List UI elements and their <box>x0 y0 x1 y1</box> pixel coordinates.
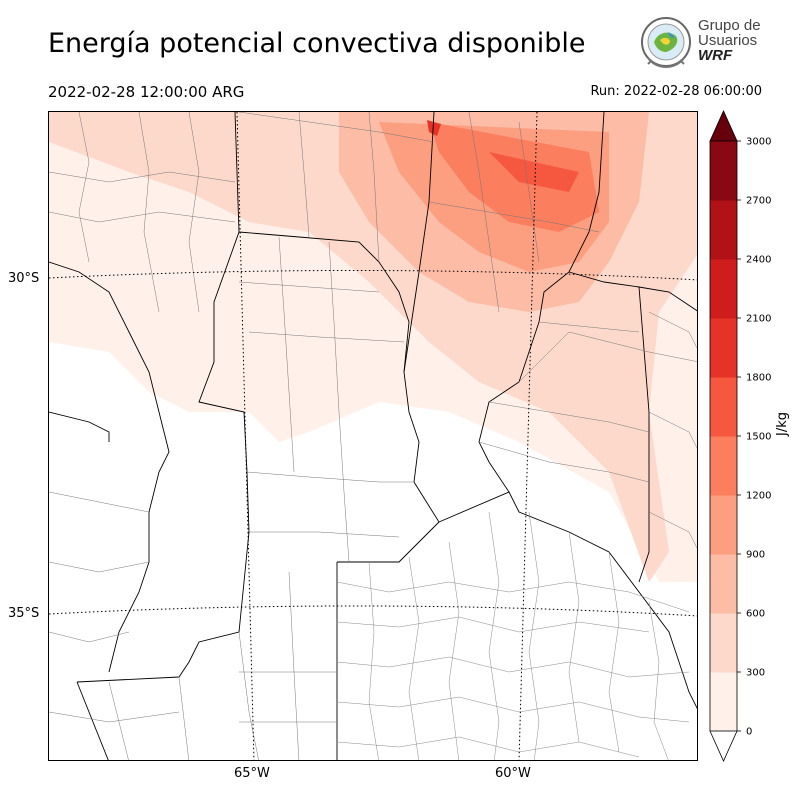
lat-label-30s: 30°S <box>8 271 40 286</box>
logo-line3: WRF <box>698 47 733 64</box>
logo-line1: Grupo de <box>698 17 761 34</box>
globe-icon <box>641 17 691 68</box>
graticule <box>49 112 697 760</box>
wrf-logo: Grupo de Usuarios WRF <box>638 14 768 76</box>
lon-label-65w: 65°W <box>234 766 270 781</box>
cape-shading <box>49 112 697 582</box>
colorbar-segment-0 <box>710 672 737 732</box>
cape-level-1800-2100 <box>427 120 441 136</box>
cape-level-1500-1800 <box>489 152 579 192</box>
colorbar-tick-label-2400: 2400 <box>746 255 771 266</box>
colorbar-svg: 0 300 600 900 1200 1500 1800 2100 2400 2700 3000 <box>709 110 771 762</box>
department-boundaries <box>49 112 697 760</box>
colorbar-tick-label-2100: 2100 <box>746 314 771 325</box>
colorbar-tick-label-1500: 1500 <box>746 432 771 443</box>
buenos-aires-partidos <box>336 511 690 760</box>
colorbar-segment-4 <box>710 436 737 496</box>
colorbar-tick-label-600: 600 <box>746 609 765 620</box>
colorbar-tick-label-1200: 1200 <box>746 491 771 502</box>
colorbar-tick-label-3000: 3000 <box>746 137 771 148</box>
map-canvas <box>49 112 697 760</box>
colorbar-segment-3 <box>710 495 737 555</box>
colorbar-tick-label-300: 300 <box>746 668 765 679</box>
colorbar-segment-7 <box>710 259 737 319</box>
lon-label-60w: 60°W <box>495 766 531 781</box>
colorbar-segment-6 <box>710 318 737 378</box>
valid-time: 2022-02-28 12:00:00 ARG <box>48 83 245 101</box>
colorbar-extend-max <box>709 110 738 142</box>
parallel-30s <box>49 269 697 281</box>
parallel-35s <box>49 605 697 617</box>
map-title: Energía potencial convectiva disponible <box>48 28 586 59</box>
colorbar-segment-9 <box>710 141 737 201</box>
meridian-65w <box>236 112 255 760</box>
colorbar-segment-5 <box>710 377 737 437</box>
colorbar-segment-2 <box>710 554 737 614</box>
colorbar: 0 300 600 900 1200 1500 1800 2100 2400 2700 3000 <box>700 108 800 768</box>
colorbar-tick-label-0: 0 <box>746 727 752 738</box>
colorbar-extend-min <box>709 730 738 762</box>
colorbar-segment-1 <box>710 613 737 673</box>
colorbar-tick-label-2700: 2700 <box>746 196 771 207</box>
meridian-60w <box>518 112 538 760</box>
colorbar-segment-8 <box>710 200 737 260</box>
logo-line2: Usuarios <box>698 32 758 49</box>
cape-map <box>48 111 698 761</box>
colorbar-tick-label-1800: 1800 <box>746 373 771 384</box>
run-time: Run: 2022-02-28 06:00:00 <box>590 84 762 99</box>
colorbar-tick-label-900: 900 <box>746 550 765 561</box>
colorbar-unit-label: J/kg <box>775 412 790 436</box>
lat-label-35s: 35°S <box>8 606 40 621</box>
